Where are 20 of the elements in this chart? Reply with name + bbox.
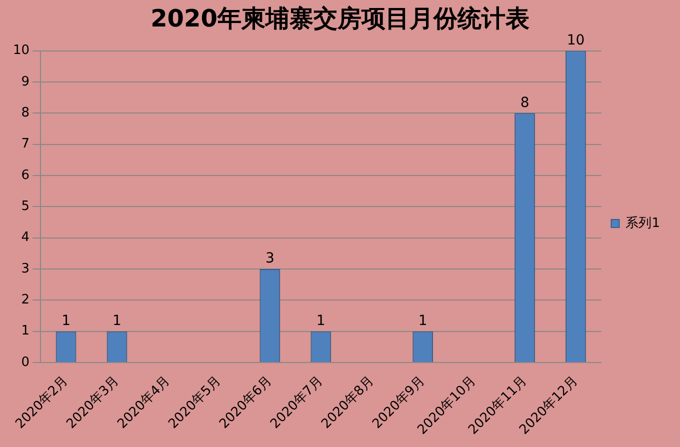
y-tick-label: 10 (12, 43, 30, 58)
chart-title: 2020年柬埔寨交房项目月份统计表 (150, 4, 530, 33)
y-tick-label: 9 (21, 74, 30, 90)
data-label: 8 (520, 94, 530, 111)
y-tick-label: 6 (21, 168, 30, 183)
y-tick-label: 4 (21, 230, 30, 246)
data-label: 1 (112, 312, 122, 329)
y-tick-label: 5 (21, 199, 30, 214)
data-label: 1 (418, 312, 428, 329)
y-tick-label: 1 (21, 324, 30, 339)
data-label: 1 (316, 312, 326, 329)
y-tick-label: 8 (21, 106, 30, 121)
legend-label: 系列1 (626, 216, 660, 231)
y-tick-label: 0 (21, 354, 30, 370)
y-tick-label: 2 (21, 292, 30, 308)
data-label: 3 (265, 250, 274, 267)
y-tick-label: 7 (21, 136, 30, 152)
data-label: 10 (566, 32, 585, 48)
data-label: 1 (62, 312, 70, 329)
y-tick-label: 3 (21, 261, 30, 276)
